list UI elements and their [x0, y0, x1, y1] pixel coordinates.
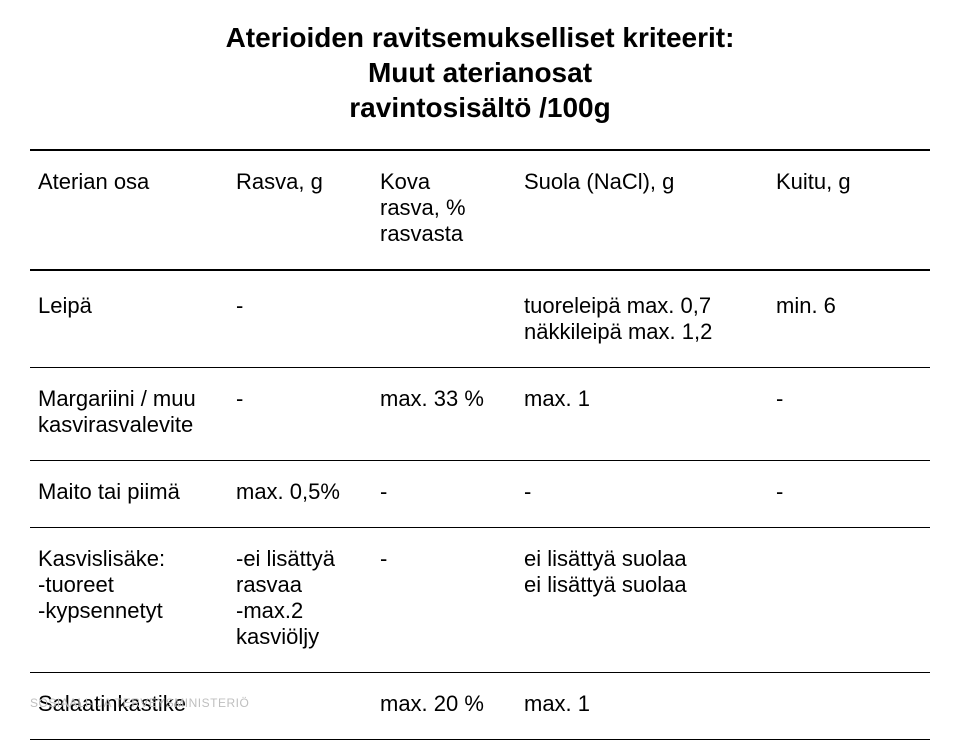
cell-kasvislisake-l2: -tuoreet	[38, 572, 220, 598]
title-line-3: ravintosisältö /100g	[30, 90, 930, 125]
cell-leipa-suola-l1: tuoreleipä max. 0,7	[524, 293, 760, 319]
cell-kasvislisake-suola-l2: ei lisättyä suolaa	[524, 546, 760, 572]
cell-kasvislisake-kova: -	[372, 528, 516, 673]
cell-leipa: Leipä	[30, 270, 228, 368]
cell-kasvislisake-l1: Kasvislisäke:	[38, 546, 220, 572]
cell-kasvislisake-rasva: -ei lisättyä rasvaa -max.2 kasviöljy	[228, 528, 372, 673]
cell-maito-kova: -	[372, 461, 516, 528]
cell-margariini-suola: max. 1	[516, 368, 768, 461]
col-header-suola: Suola (NaCl), g	[516, 150, 768, 270]
cell-maito: Maito tai piimä	[30, 461, 228, 528]
cell-leipa-kova	[372, 270, 516, 368]
col-header-kova-rasva-l2: rasva, %	[380, 195, 508, 221]
col-header-kova-rasva-l1: Kova	[380, 169, 508, 195]
page: Aterioiden ravitsemukselliset kriteerit:…	[0, 0, 960, 724]
cell-leipa-suola: tuoreleipä max. 0,7 näkkileipä max. 1,2	[516, 270, 768, 368]
cell-salaatinkastike-suola: max. 1	[516, 673, 768, 740]
cell-leipa-suola-l2: näkkileipä max. 1,2	[524, 319, 760, 345]
cell-margariini: Margariini / muu kasvirasvalevite	[30, 368, 228, 461]
footer-text: SOSIAALI- JA TERVEYSMINISTERIÖ	[30, 696, 249, 710]
cell-kasvislisake-rasva-l4: kasviöljy	[236, 624, 364, 650]
criteria-table: Aterian osa Rasva, g Kova rasva, % rasva…	[30, 149, 930, 740]
col-header-aterian-osa: Aterian osa	[30, 150, 228, 270]
col-header-kova-rasva-l3: rasvasta	[380, 221, 508, 247]
cell-margariini-kova: max. 33 %	[372, 368, 516, 461]
title-block: Aterioiden ravitsemukselliset kriteerit:…	[30, 20, 930, 125]
cell-kasvislisake-rasva-l1: -ei lisättyä	[236, 546, 364, 572]
cell-leipa-rasva: -	[228, 270, 372, 368]
col-header-kova-rasva: Kova rasva, % rasvasta	[372, 150, 516, 270]
cell-leipa-kuitu: min. 6	[768, 270, 930, 368]
cell-kasvislisake-l3: -kypsennetyt	[38, 598, 220, 624]
cell-kasvislisake-rasva-l2: rasvaa	[236, 572, 364, 598]
table-row: Leipä - tuoreleipä max. 0,7 näkkileipä m…	[30, 270, 930, 368]
title-line-1: Aterioiden ravitsemukselliset kriteerit:	[30, 20, 930, 55]
title-line-2: Muut aterianosat	[30, 55, 930, 90]
cell-kasvislisake: Kasvislisäke: -tuoreet -kypsennetyt	[30, 528, 228, 673]
cell-salaatinkastike-rasva	[228, 673, 372, 740]
cell-margariini-kuitu: -	[768, 368, 930, 461]
table-header-row: Aterian osa Rasva, g Kova rasva, % rasva…	[30, 150, 930, 270]
cell-maito-suola: -	[516, 461, 768, 528]
cell-margariini-rasva: -	[228, 368, 372, 461]
cell-margariini-l2: kasvirasvalevite	[38, 412, 220, 438]
cell-kasvislisake-suola-l3: ei lisättyä suolaa	[524, 572, 760, 598]
cell-margariini-l1: Margariini / muu	[38, 386, 220, 412]
cell-kasvislisake-kuitu	[768, 528, 930, 673]
table-row: Margariini / muu kasvirasvalevite - max.…	[30, 368, 930, 461]
table-row: Maito tai piimä max. 0,5% - - -	[30, 461, 930, 528]
col-header-kuitu: Kuitu, g	[768, 150, 930, 270]
col-header-rasva: Rasva, g	[228, 150, 372, 270]
cell-maito-rasva: max. 0,5%	[228, 461, 372, 528]
cell-salaatinkastike-kuitu	[768, 673, 930, 740]
cell-salaatinkastike-kova: max. 20 %	[372, 673, 516, 740]
cell-kasvislisake-suola: ei lisättyä suolaa ei lisättyä suolaa	[516, 528, 768, 673]
cell-kasvislisake-rasva-l3: -max.2	[236, 598, 364, 624]
table-row: Kasvislisäke: -tuoreet -kypsennetyt -ei …	[30, 528, 930, 673]
cell-maito-kuitu: -	[768, 461, 930, 528]
